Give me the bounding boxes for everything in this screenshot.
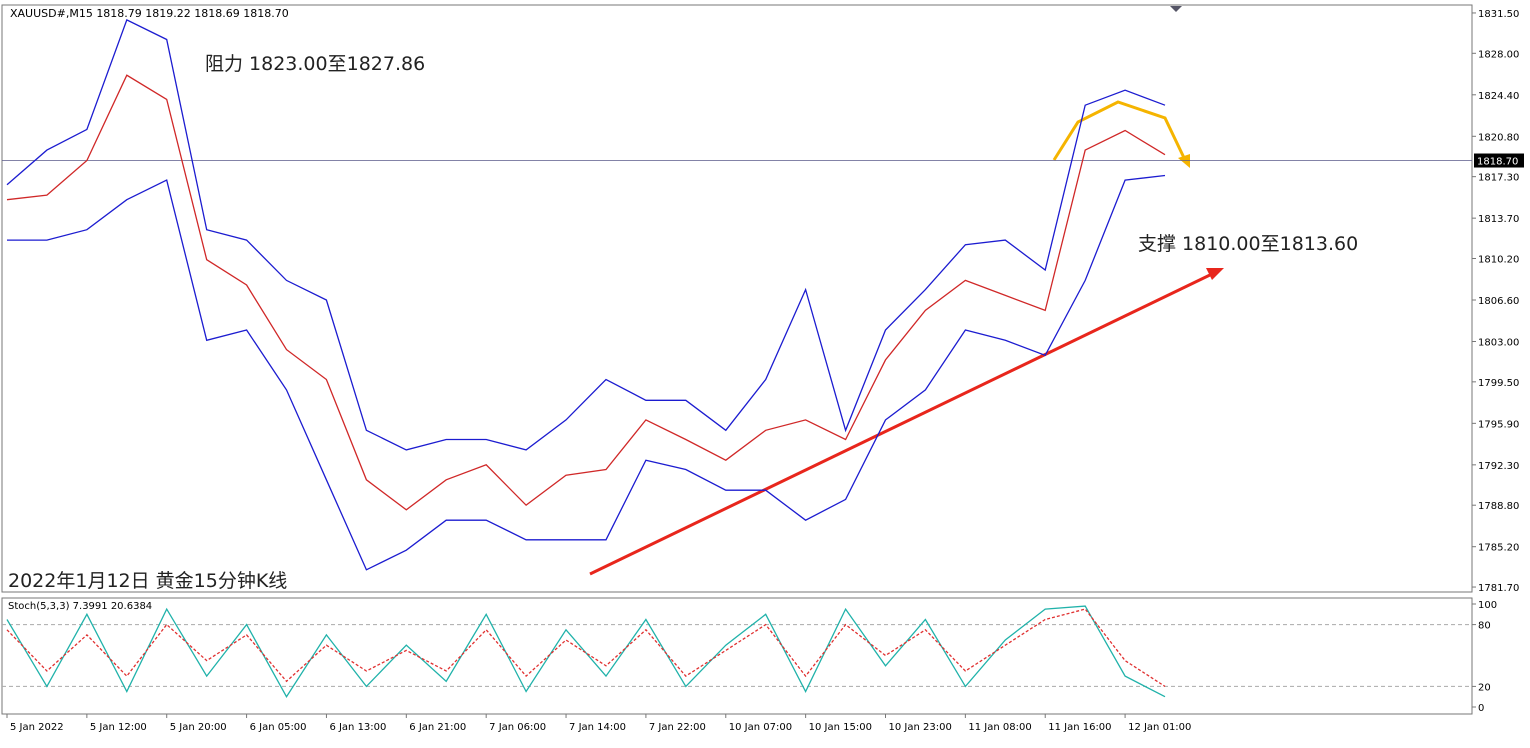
y-tick-label: 1820.80	[1478, 132, 1519, 143]
marker	[1170, 6, 1182, 12]
last-price-box	[1474, 153, 1524, 168]
x-tick-label: 5 Jan 20:00	[170, 722, 227, 733]
y-tick-label: 1817.30	[1478, 173, 1519, 184]
main-panel	[1, 4, 1473, 593]
y-tick-label: 100	[1478, 600, 1497, 611]
series-line	[6, 74, 1166, 511]
x-tick-label: 6 Jan 21:00	[409, 722, 466, 733]
y-tick-label: 1788.80	[1478, 501, 1519, 512]
x-tick-label: 10 Jan 23:00	[888, 722, 951, 733]
x-tick-label: 6 Jan 13:00	[329, 722, 386, 733]
y-tick-label: 1803.00	[1478, 337, 1519, 348]
stoch-title: Stoch(5,3,3) 7.3991 20.6384	[8, 601, 152, 612]
series-line	[6, 608, 1166, 687]
x-tick-label: 5 Jan 12:00	[90, 722, 147, 733]
y-tick-label: 1813.70	[1478, 214, 1519, 225]
y-tick-label: 1824.40	[1478, 91, 1519, 102]
y-tick-label: 20	[1478, 682, 1491, 693]
y-tick-label: 1792.30	[1478, 461, 1519, 472]
x-tick-label: 12 Jan 01:00	[1128, 722, 1191, 733]
y-tick-label: 1806.60	[1478, 296, 1519, 307]
y-tick-label: 1795.90	[1478, 419, 1519, 430]
series-line	[7, 174, 1166, 571]
y-tick-label: 0	[1478, 703, 1484, 714]
x-tick-label: 7 Jan 06:00	[489, 722, 546, 733]
x-tick-label: 11 Jan 16:00	[1048, 722, 1111, 733]
y-tick-label: 1781.70	[1478, 583, 1519, 594]
y-tick-label: 1828.00	[1478, 49, 1519, 60]
annotation: 支撑 1810.00至1813.60	[1138, 233, 1358, 255]
y-tick-label: 1831.50	[1478, 9, 1519, 20]
x-tick-label: 6 Jan 05:00	[250, 722, 307, 733]
y-tick-label: 1799.50	[1478, 378, 1519, 389]
chart-title: XAUUSD#,M15 1818.79 1819.22 1818.69 1818…	[10, 7, 289, 20]
annotation: 2022年1月12日 黄金15分钟K线	[8, 570, 287, 592]
x-tick-label: 7 Jan 22:00	[649, 722, 706, 733]
x-tick-label: 10 Jan 15:00	[809, 722, 872, 733]
x-tick-label: 7 Jan 14:00	[569, 722, 626, 733]
x-tick-label: 10 Jan 07:00	[729, 722, 792, 733]
y-tick-label: 80	[1478, 621, 1491, 632]
y-tick-label: 1810.20	[1478, 254, 1519, 265]
x-tick-label: 11 Jan 08:00	[968, 722, 1031, 733]
x-tick-label: 5 Jan 2022	[10, 722, 64, 733]
trend-arrow	[589, 272, 1213, 576]
arrow-head	[1206, 268, 1224, 280]
arrow-head	[1178, 154, 1190, 168]
annotation: 阻力 1823.00至1827.86	[205, 53, 425, 75]
series-line	[6, 605, 1166, 698]
last-price-label: 1818.70	[1477, 157, 1518, 168]
series-line	[6, 18, 1166, 451]
pattern-arrow	[1052, 100, 1188, 163]
y-tick-label: 1785.20	[1478, 543, 1519, 554]
